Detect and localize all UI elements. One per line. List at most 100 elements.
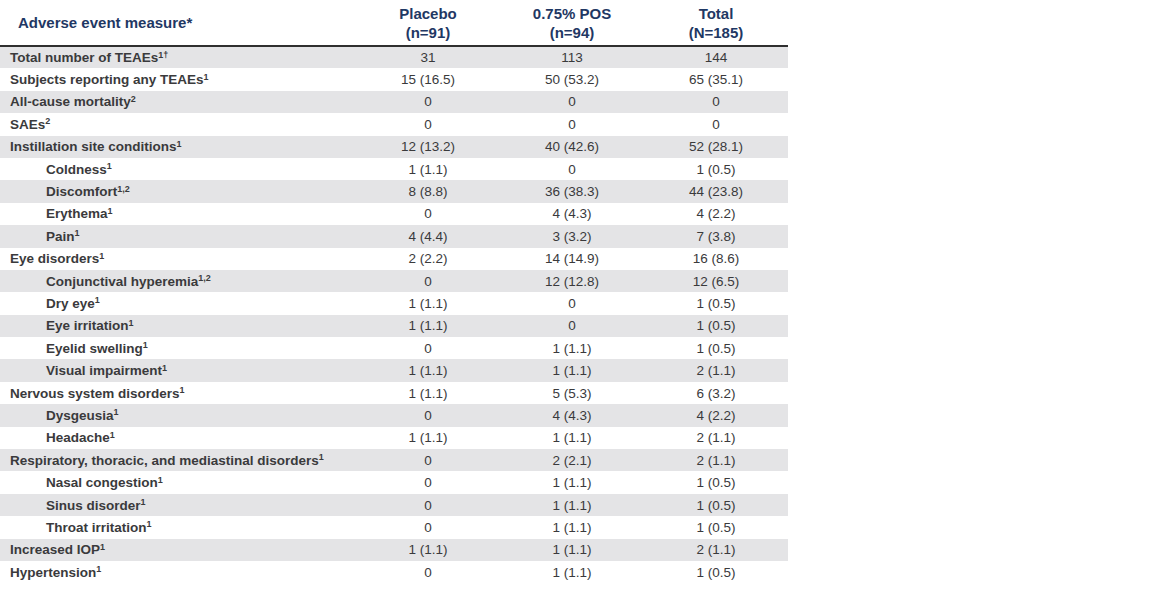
cell-value: 1 (0.5)	[644, 337, 788, 359]
column-header-line2: (n=94)	[500, 23, 644, 42]
cell-value: 0	[356, 494, 500, 516]
cell-value: 2 (1.1)	[644, 449, 788, 471]
footnote-marker: 1,2	[117, 184, 130, 194]
cell-value: 113	[500, 46, 644, 68]
column-header-line1: Placebo	[356, 4, 500, 23]
cell-value: 12 (13.2)	[356, 136, 500, 158]
table-row: Visual impairment11 (1.1)1 (1.1)2 (1.1)	[0, 359, 788, 381]
footnote-marker: 1	[108, 206, 113, 216]
footnote-marker: 1	[114, 407, 119, 417]
table-row: Increased IOP11 (1.1)1 (1.1)2 (1.1)	[0, 539, 788, 561]
footnote-marker: 1	[204, 72, 209, 82]
footnote-marker: 1	[129, 318, 134, 328]
cell-value: 0	[500, 91, 644, 113]
table-row: Sinus disorder101 (1.1)1 (0.5)	[0, 494, 788, 516]
cell-value: 2 (1.1)	[644, 359, 788, 381]
cell-value: 4 (4.3)	[500, 203, 644, 225]
column-header-placebo: Placebo (n=91)	[356, 0, 500, 46]
footnote-marker: 1	[96, 564, 101, 574]
cell-value: 4 (4.4)	[356, 225, 500, 247]
cell-value: 6 (3.2)	[644, 382, 788, 404]
table-row: All-cause mortality2000	[0, 91, 788, 113]
row-label: Throat irritation1	[0, 516, 356, 538]
cell-value: 14 (14.9)	[500, 248, 644, 270]
cell-value: 1 (1.1)	[500, 494, 644, 516]
cell-value: 1 (1.1)	[500, 539, 644, 561]
table-row: Eyelid swelling101 (1.1)1 (0.5)	[0, 337, 788, 359]
cell-value: 1 (1.1)	[356, 292, 500, 314]
row-label: Eye irritation1	[0, 315, 356, 337]
footnote-marker: 1	[110, 430, 115, 440]
cell-value: 15 (16.5)	[356, 68, 500, 90]
row-label: Instillation site conditions1	[0, 136, 356, 158]
column-header-pos: 0.75% POS (n=94)	[500, 0, 644, 46]
cell-value: 65 (35.1)	[644, 68, 788, 90]
table-row: SAEs2000	[0, 113, 788, 135]
cell-value: 0	[356, 471, 500, 493]
cell-value: 1 (1.1)	[356, 427, 500, 449]
table-row: Nervous system disorders11 (1.1)5 (5.3)6…	[0, 382, 788, 404]
row-label: Eyelid swelling1	[0, 337, 356, 359]
table-row: Respiratory, thoracic, and mediastinal d…	[0, 449, 788, 471]
footnote-marker: 1†	[158, 50, 168, 60]
header-row: Adverse event measure* Placebo (n=91) 0.…	[0, 0, 788, 46]
cell-value: 8 (8.8)	[356, 180, 500, 202]
column-header-line1: Total	[644, 4, 788, 23]
footnote-marker: 1,2	[198, 273, 211, 283]
row-label: Conjunctival hyperemia1,2	[0, 270, 356, 292]
cell-value: 1 (0.5)	[644, 471, 788, 493]
cell-value: 1 (1.1)	[356, 315, 500, 337]
cell-value: 0	[500, 292, 644, 314]
cell-value: 0	[644, 113, 788, 135]
cell-value: 7 (3.8)	[644, 225, 788, 247]
cell-value: 0	[356, 516, 500, 538]
cell-value: 52 (28.1)	[644, 136, 788, 158]
cell-value: 1 (1.1)	[356, 158, 500, 180]
row-label: Dysgeusia1	[0, 404, 356, 426]
footnote-marker: 1	[143, 340, 148, 350]
cell-value: 1 (1.1)	[500, 337, 644, 359]
cell-value: 1 (1.1)	[500, 561, 644, 583]
column-header-measure: Adverse event measure*	[0, 0, 356, 46]
footnote-marker: 1	[141, 497, 146, 507]
cell-value: 2 (2.1)	[500, 449, 644, 471]
table-row: Instillation site conditions112 (13.2)40…	[0, 136, 788, 158]
footnote-marker: 2	[45, 116, 50, 126]
cell-value: 1 (1.1)	[356, 359, 500, 381]
row-label: Headache1	[0, 427, 356, 449]
footnote-marker: 1	[180, 385, 185, 395]
table-row: Throat irritation101 (1.1)1 (0.5)	[0, 516, 788, 538]
row-label: Dry eye1	[0, 292, 356, 314]
cell-value: 50 (53.2)	[500, 68, 644, 90]
column-header-line2: (N=185)	[644, 23, 788, 42]
column-header-line2: (n=91)	[356, 23, 500, 42]
table-row: Erythema104 (4.3)4 (2.2)	[0, 203, 788, 225]
cell-value: 4 (2.2)	[644, 404, 788, 426]
cell-value: 0	[500, 158, 644, 180]
cell-value: 0	[356, 203, 500, 225]
row-label: Subjects reporting any TEAEs1	[0, 68, 356, 90]
cell-value: 1 (0.5)	[644, 315, 788, 337]
row-label: Respiratory, thoracic, and mediastinal d…	[0, 449, 356, 471]
cell-value: 0	[644, 91, 788, 113]
adverse-events-table: Adverse event measure* Placebo (n=91) 0.…	[0, 0, 788, 583]
cell-value: 2 (2.2)	[356, 248, 500, 270]
cell-value: 1 (1.1)	[500, 516, 644, 538]
cell-value: 4 (4.3)	[500, 404, 644, 426]
table-row: Coldness11 (1.1)01 (0.5)	[0, 158, 788, 180]
cell-value: 4 (2.2)	[644, 203, 788, 225]
cell-value: 2 (1.1)	[644, 539, 788, 561]
cell-value: 1 (1.1)	[356, 539, 500, 561]
cell-value: 144	[644, 46, 788, 68]
cell-value: 0	[500, 113, 644, 135]
cell-value: 1 (1.1)	[500, 427, 644, 449]
footnote-marker: 1	[147, 519, 152, 529]
footnote-marker: 1	[107, 161, 112, 171]
row-label: Pain1	[0, 225, 356, 247]
cell-value: 1 (0.5)	[644, 516, 788, 538]
footnote-marker: 1	[158, 475, 163, 485]
table-row: Nasal congestion101 (1.1)1 (0.5)	[0, 471, 788, 493]
cell-value: 3 (3.2)	[500, 225, 644, 247]
table-row: Headache11 (1.1)1 (1.1)2 (1.1)	[0, 427, 788, 449]
table-row: Conjunctival hyperemia1,2012 (12.8)12 (6…	[0, 270, 788, 292]
